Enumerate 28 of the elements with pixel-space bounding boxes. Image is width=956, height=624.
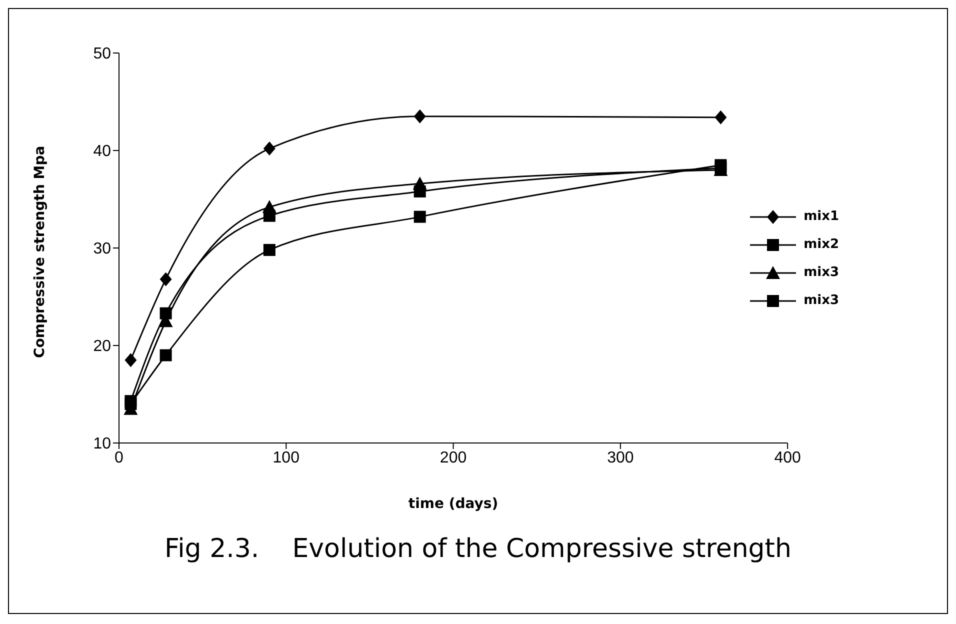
- x-axis-title: time (days): [408, 496, 498, 512]
- point: [124, 353, 137, 368]
- point: [263, 210, 276, 222]
- legend-label: mix2: [804, 236, 839, 254]
- point: [160, 349, 172, 362]
- point: [263, 142, 276, 156]
- x-tick-label: 100: [272, 449, 300, 466]
- y-tick-label: 40: [93, 143, 112, 160]
- point: [714, 110, 727, 124]
- point: [263, 244, 276, 256]
- y-tick-label: 10: [93, 436, 112, 453]
- y-tick-label: 50: [93, 46, 112, 63]
- legend-label: mix3: [804, 292, 839, 310]
- y-axis-title: Compressive strength Mpa: [32, 146, 48, 358]
- x-tick-label: 200: [440, 449, 467, 466]
- x-tick-label: 0: [114, 449, 124, 466]
- point: [414, 109, 426, 124]
- point: [160, 307, 172, 320]
- text: Fig 2.3. Evolution of the Compressive strength: [164, 534, 792, 564]
- x-tick-label: 300: [607, 449, 634, 466]
- y-tick-label: 20: [93, 338, 112, 356]
- point: [414, 185, 426, 198]
- legend-label: mix1: [804, 208, 839, 226]
- point: [160, 272, 172, 286]
- y-tick-label: 30: [93, 240, 112, 258]
- legend-label: mix3: [804, 264, 839, 282]
- point: [414, 210, 426, 223]
- x-tick-label: 400: [774, 449, 802, 466]
